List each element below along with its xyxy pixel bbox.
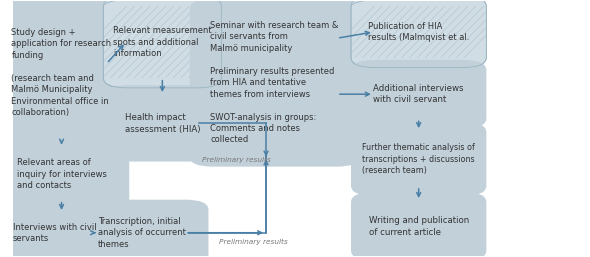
FancyBboxPatch shape <box>103 0 221 88</box>
Text: Health impact
assessment (HIA): Health impact assessment (HIA) <box>124 113 200 134</box>
FancyBboxPatch shape <box>351 122 486 196</box>
Text: Relevant areas of
inquiry for interviews
and contacts: Relevant areas of inquiry for interviews… <box>17 158 106 190</box>
Text: Publication of HIA
results (Malmqvist et al.: Publication of HIA results (Malmqvist et… <box>368 22 470 42</box>
Text: Seminar with research team &
civil servants from
Malmö municipality

Preliminary: Seminar with research team & civil serva… <box>211 21 339 144</box>
FancyBboxPatch shape <box>351 60 486 128</box>
FancyBboxPatch shape <box>103 85 221 162</box>
Text: Preliminary results: Preliminary results <box>219 238 287 245</box>
FancyBboxPatch shape <box>351 192 486 257</box>
Text: Study design +
application for research
funding

(research team and
Malmö Munici: Study design + application for research … <box>11 28 112 117</box>
FancyBboxPatch shape <box>0 139 129 210</box>
Text: Further thematic analysis of
transcriptions + discussions
(research team): Further thematic analysis of transcripti… <box>362 143 475 175</box>
FancyBboxPatch shape <box>190 0 360 167</box>
Text: Transcription, initial
analysis of occurrent
themes: Transcription, initial analysis of occur… <box>99 217 186 249</box>
Text: Additional interviews
with civil servant: Additional interviews with civil servant <box>373 84 464 104</box>
FancyBboxPatch shape <box>0 204 114 257</box>
FancyBboxPatch shape <box>76 200 208 257</box>
Text: Preliminary results: Preliminary results <box>202 157 270 163</box>
Text: Relevant measurement
spots and additional
information: Relevant measurement spots and additiona… <box>113 26 212 58</box>
Text: Writing and publication
of current article: Writing and publication of current artic… <box>369 216 469 237</box>
FancyBboxPatch shape <box>351 0 486 68</box>
Text: Interviews with civil
servants: Interviews with civil servants <box>13 223 96 243</box>
FancyBboxPatch shape <box>0 0 129 149</box>
